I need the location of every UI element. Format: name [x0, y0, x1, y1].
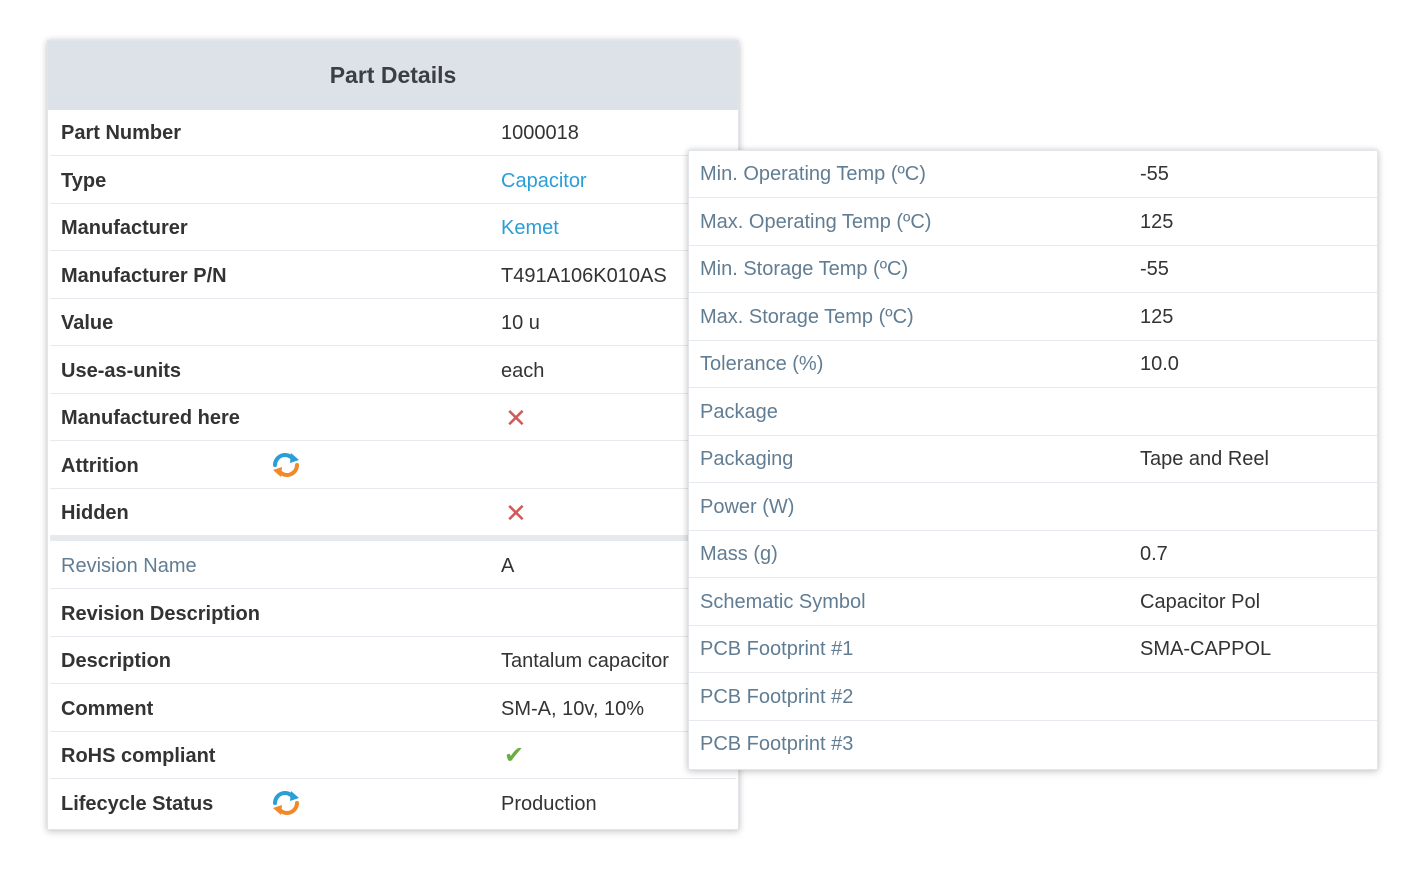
lifecycle-status-label: Lifecycle Status — [61, 793, 214, 815]
max-operating-temp-label: Max. Operating Temp (ºC) — [700, 210, 932, 233]
min-operating-temp-label: Min. Operating Temp (ºC) — [700, 163, 926, 185]
row-use-as-units: Use-as-units each — [50, 348, 736, 394]
tolerance-label: Tolerance (%) — [700, 353, 824, 375]
row-description: Description Tantalum capacitor — [50, 638, 736, 684]
attr-row: PCB Footprint #3 — [689, 721, 1377, 768]
row-manufacturer: Manufacturer Kemet — [50, 205, 736, 251]
section-divider — [50, 536, 736, 541]
attr-row: Package — [689, 389, 1377, 436]
cross-icon: ✕ — [505, 498, 527, 528]
comment-value: SM-A, 10v, 10% — [501, 698, 645, 720]
tolerance-value: 10.0 — [1140, 353, 1179, 375]
manufacturer-label: Manufacturer — [61, 217, 188, 239]
attr-row: Schematic Symbol Capacitor Pol — [689, 579, 1377, 626]
min-operating-temp-value: -55 — [1140, 163, 1169, 185]
pcb-footprint-1-value: SMA-CAPPOL — [1140, 638, 1272, 660]
packaging-label: Packaging — [700, 448, 794, 470]
attr-row: Min. Storage Temp (ºC) -55 — [689, 246, 1377, 293]
revision-name-value: A — [501, 555, 515, 577]
pcb-footprint-1-label: PCB Footprint #1 — [700, 638, 854, 660]
revision-description-label: Revision Description — [61, 603, 260, 625]
min-storage-temp-value: -55 — [1140, 258, 1169, 280]
max-operating-temp-value: 125 — [1140, 210, 1174, 233]
row-part-number: Part Number 1000018 — [50, 110, 736, 156]
cross-icon: ✕ — [505, 403, 527, 433]
pcb-footprint-3-label: PCB Footprint #3 — [700, 733, 854, 755]
row-lifecycle-status: Lifecycle Status Production — [50, 781, 736, 827]
type-label: Type — [61, 170, 107, 192]
comment-label: Comment — [61, 698, 154, 720]
check-icon: ✔ — [504, 742, 525, 769]
row-manufacturer-pn: Manufacturer P/N T491A106K010AS — [50, 253, 736, 299]
manufacturer-pn-value: T491A106K010AS — [501, 265, 667, 287]
max-storage-temp-label: Max. Storage Temp (ºC) — [700, 305, 914, 328]
attr-row: Mass (g) 0.7 — [689, 531, 1377, 578]
mass-label: Mass (g) — [700, 543, 778, 565]
row-rohs-compliant: RoHS compliant ✔ — [50, 733, 736, 779]
lifecycle-status-value: Production — [501, 793, 597, 815]
min-storage-temp-label: Min. Storage Temp (ºC) — [700, 258, 909, 280]
attr-row: Tolerance (%) 10.0 — [689, 341, 1377, 388]
attr-row: Packaging Tape and Reel — [689, 436, 1377, 483]
row-revision-name: Revision Name A — [50, 543, 736, 589]
sync-icon[interactable] — [271, 452, 301, 478]
attr-row: PCB Footprint #2 — [689, 674, 1377, 721]
row-manufactured-here: Manufactured here ✕ — [50, 395, 736, 441]
attr-row: Power (W) — [689, 484, 1377, 531]
row-revision-description: Revision Description — [50, 591, 736, 637]
use-as-units-label: Use-as-units — [61, 360, 182, 382]
attr-row: PCB Footprint #1 SMA-CAPPOL — [689, 626, 1377, 673]
part-details-card: Part Details Part Number 1000018 Type Ca… — [47, 40, 739, 830]
sync-icon[interactable] — [271, 790, 301, 816]
packaging-value: Tape and Reel — [1140, 448, 1269, 470]
attrition-label: Attrition — [61, 455, 139, 477]
rohs-compliant-label: RoHS compliant — [61, 745, 216, 767]
pcb-footprint-2-label: PCB Footprint #2 — [700, 685, 854, 708]
value-value: 10 u — [501, 312, 540, 334]
mass-value: 0.7 — [1140, 543, 1168, 565]
attr-row: Min. Operating Temp (ºC) -55 — [689, 151, 1377, 198]
row-value: Value 10 u — [50, 300, 736, 346]
manufactured-here-label: Manufactured here — [61, 407, 240, 429]
revision-name-label: Revision Name — [61, 555, 197, 577]
part-number-label: Part Number — [61, 122, 182, 144]
row-comment: Comment SM-A, 10v, 10% — [50, 686, 736, 732]
manufacturer-link[interactable]: Kemet — [501, 217, 559, 239]
attr-row: Max. Storage Temp (ºC) 125 — [689, 294, 1377, 341]
package-label: Package — [700, 400, 778, 423]
schematic-symbol-label: Schematic Symbol — [700, 590, 866, 613]
description-value: Tantalum capacitor — [501, 650, 669, 672]
max-storage-temp-value: 125 — [1140, 305, 1174, 328]
row-attrition: Attrition — [50, 443, 736, 489]
part-number-value: 1000018 — [501, 122, 579, 144]
type-link[interactable]: Capacitor — [501, 170, 587, 192]
part-details-title: Part Details — [48, 41, 738, 110]
value-label: Value — [61, 312, 114, 334]
use-as-units-value: each — [501, 360, 545, 382]
attributes-card: Min. Operating Temp (ºC) -55 Max. Operat… — [688, 150, 1378, 770]
description-label: Description — [61, 650, 172, 672]
hidden-label: Hidden — [61, 502, 129, 524]
manufacturer-pn-label: Manufacturer P/N — [61, 265, 227, 287]
row-hidden: Hidden ✕ — [50, 490, 736, 536]
power-label: Power (W) — [700, 495, 795, 518]
schematic-symbol-value: Capacitor Pol — [1140, 590, 1261, 613]
row-type: Type Capacitor — [50, 158, 736, 204]
attr-row: Max. Operating Temp (ºC) 125 — [689, 199, 1377, 246]
